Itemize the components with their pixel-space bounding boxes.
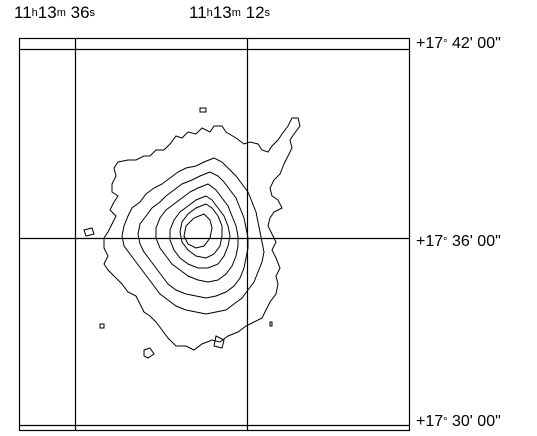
contour-island-bottom — [143, 347, 155, 359]
dec-arcmin-arcsec: 42' 00" — [447, 35, 501, 52]
ra-minutes: 13 — [212, 3, 232, 22]
ra-seconds-unit: s — [89, 7, 96, 19]
dec-degrees: +17 — [416, 413, 444, 430]
dec-degrees: +17 — [416, 233, 444, 250]
ra-minutes-unit: m — [56, 7, 66, 19]
contour-island-left — [83, 227, 95, 237]
contour-level-1 — [103, 117, 301, 351]
contour-lines — [83, 107, 301, 359]
ra-hours-unit: h — [31, 7, 38, 19]
dec-degree-symbol: ° — [443, 38, 448, 50]
ra-minutes-unit: m — [231, 7, 241, 19]
dec-label-3600: +17° 36' 00" — [416, 233, 501, 251]
ra-seconds: 12 — [245, 3, 265, 22]
contour-level-5 — [169, 195, 231, 269]
ra-hours-unit: h — [206, 7, 213, 19]
dec-degree-symbol: ° — [443, 236, 448, 248]
contour-island-small — [99, 323, 105, 329]
ra-seconds-unit: s — [264, 7, 271, 19]
dec-arcmin-arcsec: 36' 00" — [447, 233, 501, 250]
dec-degrees: +17 — [416, 35, 444, 52]
contour-level-2 — [121, 157, 265, 315]
contour-level-6 — [179, 203, 223, 259]
ra-hours: 11 — [14, 3, 32, 22]
contour-level-4 — [155, 183, 239, 283]
dec-label-3000: +17° 30' 00" — [416, 413, 501, 431]
ra-minutes: 13 — [37, 3, 57, 22]
contour-island-right — [213, 335, 225, 349]
dec-degree-symbol: ° — [443, 416, 448, 428]
ra-seconds: 36 — [70, 3, 90, 22]
dec-label-4200: +17° 42' 00" — [416, 35, 501, 53]
map-frame — [18, 37, 411, 432]
contour-island-dot — [269, 321, 273, 327]
contour-level-3 — [137, 171, 249, 299]
ra-label-1112: 11h13m 12s — [189, 3, 270, 23]
ra-label-1136: 11h13m 36s — [14, 3, 95, 23]
dec-arcmin-arcsec: 30' 00" — [447, 413, 501, 430]
contour-island-top — [199, 107, 207, 113]
contour-level-7 — [183, 213, 213, 249]
ra-hours: 11 — [189, 3, 207, 22]
